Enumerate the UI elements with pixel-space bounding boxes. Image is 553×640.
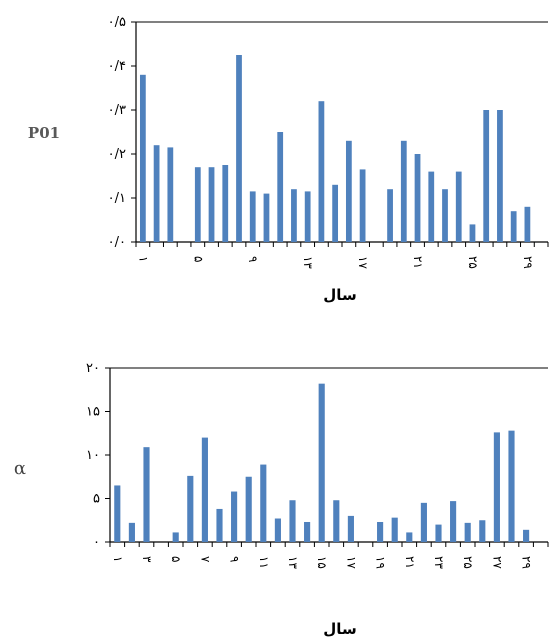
alpha-bar — [274, 518, 281, 542]
alpha-x-tick-label: ۱۵ — [315, 556, 329, 569]
alpha-bar — [333, 500, 340, 542]
p01-chart: ۰/۰ ۰/۱ ۰/۲ ۰/۳ ۰/۴ ۰/۵ ۱ ۵ ۹ ۱۳ ۱۷ ۲۱ ۲۵ ۲۹ P01 سال — [28, 15, 549, 304]
alpha-x-tick-label: ۱۳ — [286, 556, 300, 569]
p01-bar — [359, 169, 366, 242]
alpha-x-tick-label: ۳ — [140, 556, 154, 563]
alpha-bar — [377, 521, 384, 542]
alpha-x-tick-label: ۲۳ — [432, 556, 446, 569]
p01-y-tick-label: ۰/۲ — [108, 147, 126, 162]
p01-y-tick-label: ۰/۰ — [108, 235, 126, 250]
p01-bar — [153, 145, 160, 242]
p01-bar — [291, 189, 297, 242]
alpha-y-tick-label: ۱۵ — [86, 405, 100, 420]
p01-bar — [222, 165, 229, 242]
p01-bar — [167, 147, 174, 242]
alpha-x-tick-label: ۹ — [228, 556, 242, 562]
alpha-y-tick-label: ۵ — [93, 492, 100, 507]
alpha-y-tick-label: ۲۰ — [86, 361, 100, 376]
p01-y-tick-label: ۰/۱ — [108, 191, 126, 206]
p01-x-tick-label: ۱۷ — [356, 256, 370, 269]
p01-bar — [428, 171, 435, 242]
alpha-bar — [318, 383, 325, 542]
p01-bar — [249, 191, 256, 242]
alpha-bar — [216, 508, 223, 542]
alpha-x-tick-label: ۲۱ — [403, 556, 417, 569]
alpha-y-tick-label: ۰ — [93, 535, 100, 550]
p01-bar — [497, 110, 503, 242]
p01-bar — [469, 224, 476, 242]
alpha-x-tick-label: ۵ — [169, 556, 183, 562]
p01-bar — [483, 110, 490, 242]
p01-bar — [345, 140, 352, 242]
p01-bar — [414, 154, 421, 242]
alpha-bar — [245, 476, 252, 542]
p01-bar — [442, 189, 448, 242]
alpha-bar — [523, 529, 530, 542]
alpha-bar — [260, 464, 267, 542]
p01-x-tick-label: ۹ — [246, 256, 260, 262]
alpha-bar — [347, 515, 354, 542]
p01-bar — [400, 140, 407, 242]
alpha-bar — [231, 491, 238, 542]
alpha-x-tick-label: ۱۹ — [374, 556, 388, 569]
p01-bar — [236, 55, 242, 242]
p01-bar — [194, 167, 201, 242]
alpha-bar — [464, 522, 471, 542]
p01-x-tick-label: ۱ — [136, 256, 150, 262]
p01-bar — [263, 193, 270, 242]
alpha-x-tick-label: ۲۵ — [461, 556, 475, 569]
alpha-bar — [172, 532, 179, 542]
alpha-bar — [143, 447, 150, 542]
alpha-bar — [406, 532, 413, 542]
p01-y-tick-label: ۰/۴ — [108, 59, 126, 74]
p01-x-tick-label: ۲۱ — [411, 256, 425, 269]
alpha-bar — [201, 437, 208, 542]
alpha-y-axis-label: α — [14, 458, 26, 479]
p01-bar — [455, 171, 462, 242]
p01-bar — [524, 206, 531, 242]
alpha-bar — [450, 501, 457, 542]
p01-bar — [304, 191, 311, 242]
alpha-bar — [493, 432, 500, 542]
p01-bar — [510, 211, 517, 242]
p01-x-tick-label: ۲۵ — [466, 256, 480, 269]
alpha-x-tick-label: ۱۷ — [344, 556, 358, 569]
alpha-x-axis-label: سال — [323, 620, 356, 638]
p01-x-tick-label: ۲۹ — [521, 256, 535, 269]
p01-bar — [332, 184, 339, 242]
p01-bar — [387, 189, 393, 242]
alpha-x-tick-label: ۱۱ — [257, 556, 271, 569]
alpha-bar — [479, 520, 486, 542]
alpha-bar — [128, 522, 135, 542]
alpha-x-tick-label: ۲۹ — [520, 556, 534, 569]
alpha-bar — [420, 502, 427, 542]
alpha-bar — [289, 500, 296, 542]
p01-bar — [139, 74, 146, 242]
alpha-bar — [187, 475, 194, 542]
alpha-bar — [508, 430, 515, 542]
p01-y-axis-label: P01 — [28, 124, 60, 142]
alpha-x-tick-label: ۲۷ — [490, 556, 504, 569]
p01-y-tick-label: ۰/۵ — [108, 15, 126, 30]
p01-y-tick-label: ۰/۳ — [108, 103, 126, 118]
p01-x-tick-label: ۱۳ — [301, 256, 315, 269]
p01-x-tick-label: ۵ — [191, 256, 205, 262]
alpha-bar — [435, 524, 442, 542]
alpha-y-tick-label: ۱۰ — [86, 448, 100, 463]
alpha-bar — [391, 517, 398, 542]
p01-x-axis-label: سال — [323, 286, 356, 304]
alpha-bar — [304, 521, 311, 542]
alpha-x-tick-label: ۷ — [198, 556, 212, 563]
alpha-x-tick-label: ۱ — [111, 556, 125, 562]
p01-bar — [318, 101, 325, 242]
alpha-bar — [114, 485, 121, 542]
p01-bar — [277, 132, 284, 242]
p01-bar — [208, 167, 215, 242]
